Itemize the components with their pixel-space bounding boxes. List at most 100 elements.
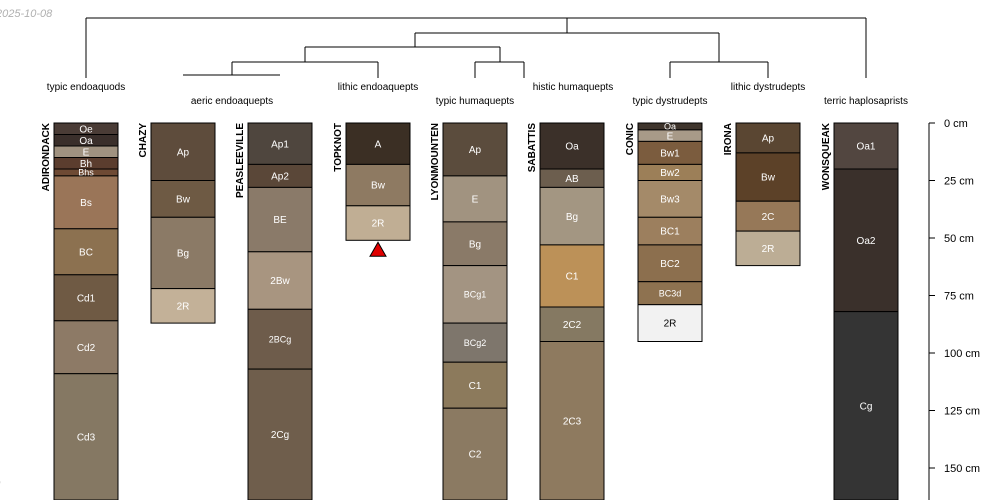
horizon-label: C1 (566, 272, 579, 283)
horizon-label: Ap (762, 134, 775, 145)
soil-profile: OaE Bw1 Bw2 Bw3 BC1 BC2 BC3d 2R CONIC (625, 122, 703, 343)
horizon-label: Bw2 (660, 168, 680, 179)
horizon-label: Bw1 (660, 149, 680, 160)
horizon-label: BCg1 (464, 290, 487, 300)
horizon (247, 308, 313, 370)
profile-name: WONSQUEAK (821, 122, 832, 190)
profile-name: SABATTIS (527, 123, 538, 173)
depth-tick-label: 0 cm (944, 118, 968, 130)
horizon-label: Ap1 (271, 139, 289, 150)
horizon-label: 2R (372, 219, 385, 230)
horizon (53, 175, 119, 230)
horizon (345, 163, 411, 207)
group-label: histic humaquepts (533, 82, 614, 93)
horizon-label: Cd1 (77, 293, 96, 304)
group-label: aeric endoaquepts (191, 96, 273, 107)
horizon-label: C1 (469, 381, 482, 392)
group-label: typic dystrudepts (632, 96, 707, 107)
horizon-label: BC (79, 247, 93, 258)
horizon-label: Bh (80, 159, 92, 170)
profile-name: LYONMOUNTEN (430, 123, 441, 200)
horizon (442, 361, 508, 409)
soil-profile: Ap1 Ap2 BE 2Bw 2BCg 2Cg PEASLEEVILLE (235, 122, 313, 500)
group-label: terric haplosaprists (824, 96, 908, 107)
depth-tick-label: 50 cm (944, 233, 974, 245)
horizon (247, 251, 313, 310)
horizon-label: Oa1 (857, 142, 876, 153)
horizon (539, 244, 605, 308)
horizon-label: A (375, 139, 382, 150)
horizon-label: Ap2 (271, 172, 289, 183)
horizon-label: Bw (371, 181, 386, 192)
horizon-label: 2C3 (563, 416, 582, 427)
horizon-label: C2 (469, 450, 482, 461)
horizon (442, 407, 508, 500)
horizon (442, 265, 508, 324)
horizon (637, 244, 703, 283)
group-label: lithic dystrudepts (731, 82, 805, 93)
horizon (150, 216, 216, 290)
horizon-label: Oa2 (857, 236, 876, 247)
horizon-label: Ap (469, 145, 482, 156)
horizon (150, 288, 216, 324)
horizon (345, 122, 411, 165)
horizon (345, 205, 411, 241)
horizon (53, 274, 119, 322)
soil-profile: Ap E Bg BCg1 BCg2 C1 C2 LYONMOUNTEN (430, 122, 508, 500)
horizon-label: Oa (79, 136, 93, 147)
horizon-label: Oe (79, 124, 93, 135)
soil-profile: Oa AB Bg C1 2C2 2C3 SABATTIS (527, 122, 605, 500)
depth-axis: 0 cm 25 cm 50 cm 75 cm 100 cm 125 cm 150 cm (928, 118, 980, 500)
horizon (247, 122, 313, 165)
profile-name: CHAZY (138, 123, 149, 158)
horizon-label: Ap (177, 147, 190, 158)
depth-tick-label: 75 cm (944, 291, 974, 303)
horizon-label: 2C (762, 212, 775, 223)
soil-profile: Ap Bw 2C 2R IRONA (723, 122, 801, 267)
horizon (53, 228, 119, 276)
horizon (637, 304, 703, 343)
profile-name: CONIC (625, 123, 636, 155)
horizon (637, 216, 703, 246)
group-label: typic humaquepts (436, 96, 514, 107)
horizon-label: E (83, 147, 90, 158)
horizon-label: BE (273, 215, 287, 226)
horizon (735, 200, 801, 232)
horizon (53, 373, 119, 500)
horizon-label: BC2 (660, 259, 680, 270)
horizon-label: Bhs (78, 168, 94, 178)
soil-profile: Ap Bw Bg 2R CHAZY (138, 122, 216, 324)
profile-name: PEASLEEVILLE (235, 123, 246, 198)
horizon (150, 180, 216, 218)
horizon-label: E (472, 195, 479, 206)
horizon (53, 320, 119, 375)
horizon (442, 122, 508, 177)
horizon-label: Bg (469, 239, 481, 250)
horizon (247, 186, 313, 253)
horizon (442, 175, 508, 223)
horizon-label: Oa (565, 142, 579, 153)
dendrogram (85, 17, 867, 78)
horizon (442, 221, 508, 267)
horizon-label: 2Cg (271, 430, 289, 441)
date-label: 2025-10-08 (0, 8, 53, 20)
horizon-label: Oa (664, 122, 676, 132)
lithic-contact-marker (369, 241, 387, 257)
horizon (833, 168, 899, 313)
horizon (247, 368, 313, 500)
horizon (442, 322, 508, 363)
profile-name: TOPKNOT (333, 123, 344, 172)
profile-name: IRONA (723, 123, 734, 155)
horizon-label: E (667, 131, 674, 142)
depth-tick-label: 150 cm (944, 463, 980, 475)
horizon (735, 152, 801, 202)
horizon (833, 311, 899, 500)
taxonomic-group-labels: typic endoaquods aeric endoaquepts lithic … (47, 82, 908, 107)
horizon-label: 2R (177, 301, 190, 312)
horizon (637, 180, 703, 218)
horizon-label: BC1 (660, 227, 680, 238)
horizon-label: Cd2 (77, 343, 96, 354)
